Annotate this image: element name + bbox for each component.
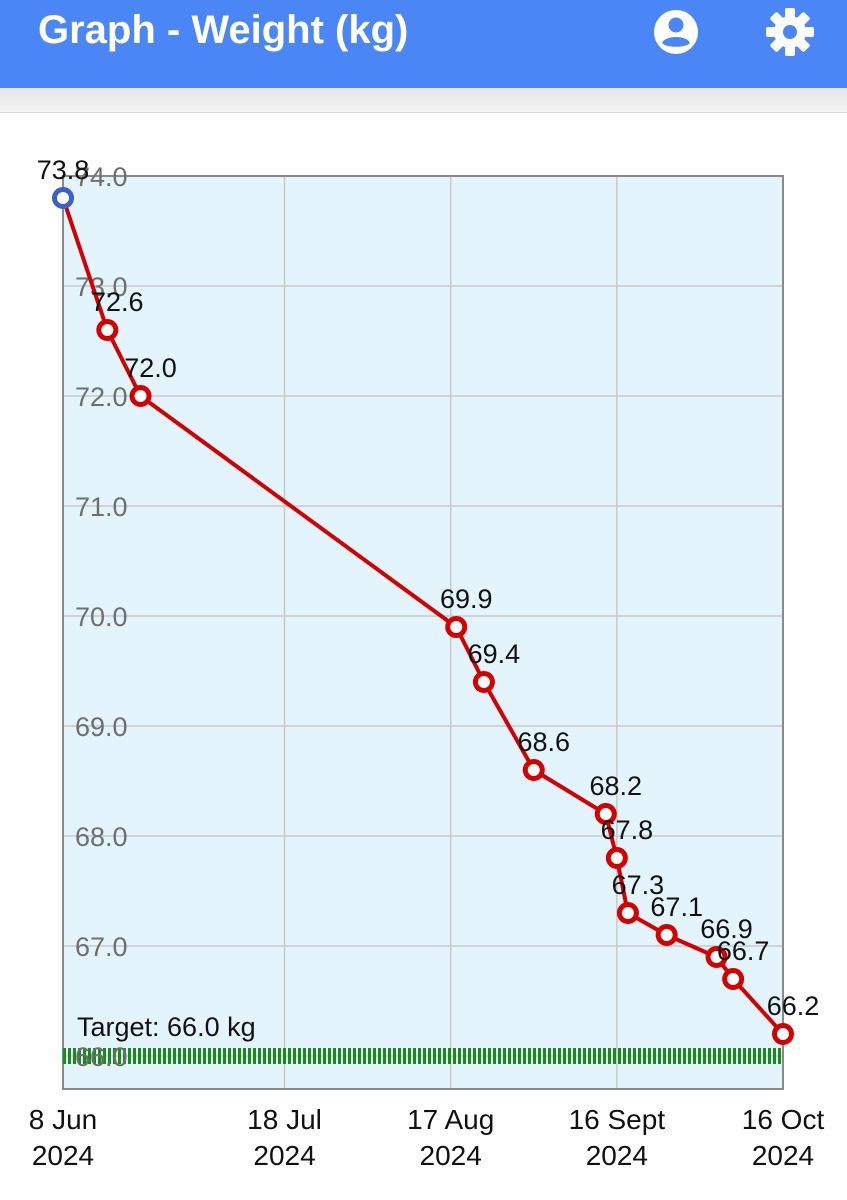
data-label: 72.6 — [91, 287, 144, 317]
x-tick-year-label: 2024 — [752, 1140, 814, 1171]
account-button[interactable] — [648, 4, 704, 60]
data-point — [52, 187, 74, 209]
y-tick-label: 70.0 — [75, 602, 128, 632]
app-bar: Graph - Weight (kg) — [0, 0, 847, 88]
app-title: Graph - Weight (kg) — [38, 8, 409, 52]
x-tick-label: 16 Oct — [742, 1104, 825, 1135]
data-point — [522, 759, 545, 781]
data-point — [445, 616, 468, 638]
x-tick-year-label: 2024 — [253, 1140, 315, 1171]
data-label: 68.2 — [589, 771, 642, 801]
data-point — [655, 924, 678, 946]
app-bar-shadow — [0, 88, 847, 113]
data-point — [129, 385, 152, 407]
data-label: 67.1 — [650, 892, 703, 922]
data-label: 67.8 — [601, 815, 654, 845]
data-point — [722, 968, 745, 990]
data-label: 67.3 — [612, 870, 665, 900]
settings-gear-icon — [766, 8, 814, 56]
y-tick-label: 73.0 — [75, 272, 128, 302]
y-tick-label: 74.0 — [75, 162, 128, 192]
y-tick-label: 69.0 — [75, 712, 128, 742]
account-icon — [654, 10, 698, 54]
data-label: 66.2 — [767, 991, 820, 1021]
x-tick-label: 8 Jun — [29, 1104, 98, 1135]
x-tick-label: 18 Jul — [247, 1104, 322, 1135]
data-point — [705, 946, 728, 968]
y-tick-label: 72.0 — [75, 382, 128, 412]
data-label: 73.8 — [37, 155, 90, 185]
data-point — [472, 671, 495, 693]
x-tick-year-label: 2024 — [420, 1140, 482, 1171]
y-tick-label: 68.0 — [75, 822, 128, 852]
x-tick-label: 17 Aug — [407, 1104, 494, 1135]
y-tick-label: 67.0 — [75, 932, 128, 962]
data-label: 69.4 — [468, 639, 521, 669]
data-label: 66.7 — [717, 936, 770, 966]
x-tick-year-label: 2024 — [586, 1140, 648, 1171]
plot-border — [62, 175, 784, 1090]
data-label: 72.0 — [124, 353, 177, 383]
target-label: Target: 66.0 kg — [77, 1012, 256, 1042]
data-label: 68.6 — [517, 727, 570, 757]
x-tick-label: 16 Sept — [569, 1104, 666, 1135]
data-label: 66.9 — [700, 914, 753, 944]
plot-area — [63, 176, 783, 1089]
data-point — [616, 902, 639, 924]
data-label: 69.9 — [440, 584, 493, 614]
data-point — [772, 1023, 794, 1045]
data-point — [96, 319, 119, 341]
data-point — [594, 803, 617, 825]
weight-chart: 66.0 67.0 68.0 69.0 70.0 71.0 72.0 73.0 74.0 Targ… — [29, 155, 825, 1171]
y-tick-label: 71.0 — [75, 492, 128, 522]
y-tick-label: 66.0 — [75, 1042, 128, 1072]
x-tick-year-label: 2024 — [32, 1140, 94, 1171]
settings-button[interactable] — [762, 4, 818, 60]
data-point — [605, 847, 628, 869]
